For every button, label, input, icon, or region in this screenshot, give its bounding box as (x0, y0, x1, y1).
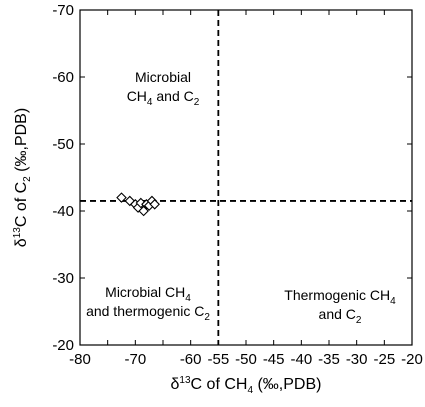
x-tick-label: -20 (401, 351, 423, 368)
x-tick-label: -60 (180, 351, 202, 368)
x-tick-label: -70 (124, 351, 146, 368)
y-axis-title: δ13C of C2 (‰,PDB) (12, 108, 33, 247)
region-label-thermogenic-line: and C2 (319, 306, 362, 326)
x-tick-label: -30 (346, 351, 368, 368)
data-point (149, 199, 160, 210)
y-tick-label: -70 (52, 2, 74, 19)
x-tick-label: -40 (290, 351, 312, 368)
y-tick-label: -20 (52, 337, 74, 354)
x-tick-label: -50 (235, 351, 257, 368)
x-tick-label: -55 (207, 351, 229, 368)
x-tick-label: -35 (318, 351, 340, 368)
y-tick-label: -50 (52, 136, 74, 153)
y-tick-label: -60 (52, 69, 74, 86)
region-label-thermogenic-line: Thermogenic CH4 (284, 287, 396, 307)
plot-area: -80 -70 -60 -55 -50 -45 -40 -35 -30 -25 -20 -20 -30 -… (12, 2, 423, 396)
x-tick-label: -25 (373, 351, 395, 368)
region-label-microbial-thermogenic-line: Microbial CH4 (105, 284, 191, 304)
x-tick-label: -45 (263, 351, 285, 368)
region-label-microbial-thermogenic-line: and thermogenic C2 (86, 303, 210, 323)
y-tick-label: -30 (52, 270, 74, 287)
y-tick-label: -40 (52, 203, 74, 220)
x-tick-label: -80 (69, 351, 91, 368)
x-axis-title: δ13C of CH4 (‰,PDB) (171, 375, 322, 396)
region-label-microbial-line: Microbial (135, 69, 191, 85)
data-point (116, 192, 127, 203)
region-label-microbial-line: CH4 and C2 (127, 88, 200, 108)
